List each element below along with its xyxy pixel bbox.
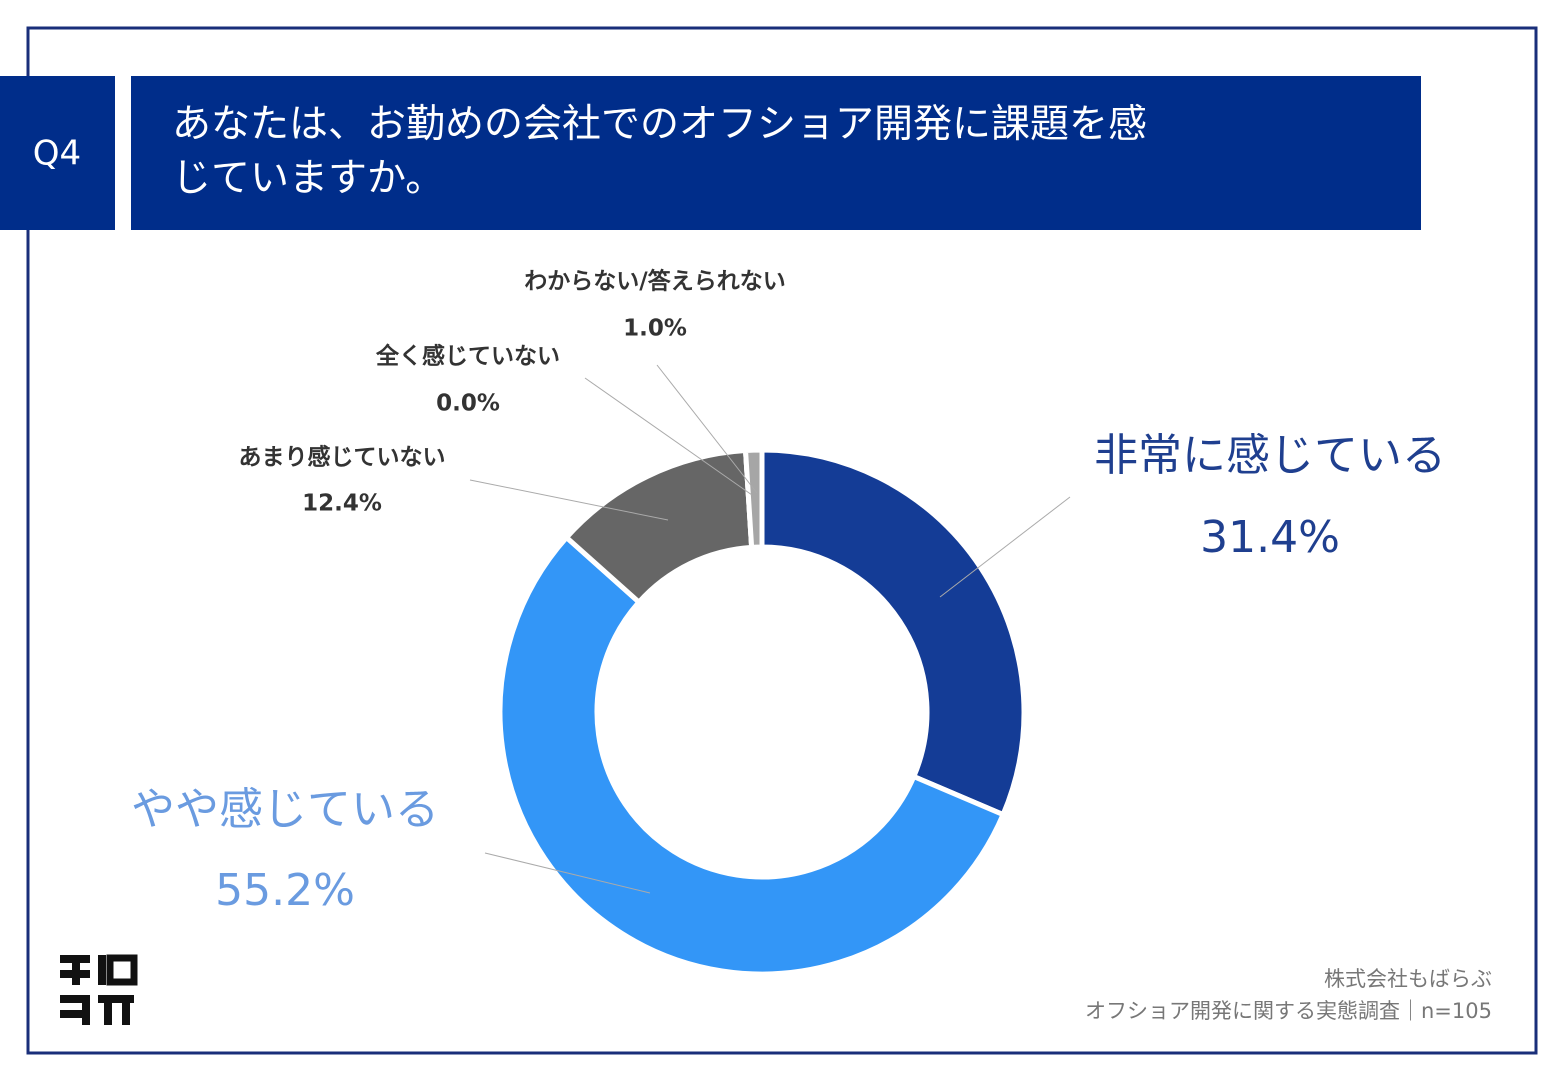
value-label: 0.0%	[436, 391, 500, 417]
value-label: 55.2%	[215, 865, 355, 916]
slice-label: 全く感じていない	[375, 343, 560, 370]
leader-line	[584, 377, 753, 496]
source-line: 株式会社もばらぶ	[1324, 967, 1492, 991]
slice-label: あまり感じていない	[239, 444, 446, 471]
donut-slice	[497, 533, 1007, 977]
chart-title: あなたは、お勤めの会社でのオフショア開発に課題を感じていますか。	[172, 102, 1148, 201]
title-wrap: あなたは、お勤めの会社でのオフショア開発に課題を感じていますか。	[172, 102, 1148, 201]
leader-line	[656, 364, 758, 494]
source-line: オフショア開発に関する実態調査｜n=105	[1085, 999, 1492, 1023]
leader-line	[484, 852, 651, 894]
logo	[60, 954, 138, 1025]
frame	[26, 26, 1538, 1055]
leader-line	[939, 496, 1071, 598]
title-box	[131, 76, 1421, 230]
badge: Q4	[33, 134, 81, 174]
slice-label: わからない/答えられない	[524, 268, 785, 295]
value-label: 31.4%	[1200, 512, 1340, 563]
badge-box	[0, 76, 115, 230]
value-label: 12.4%	[302, 491, 382, 517]
donut-slice	[742, 447, 765, 550]
leader-line	[469, 479, 669, 521]
value-label: 1.0%	[623, 316, 687, 342]
slice-label: やや感じている	[131, 784, 439, 835]
slice-label: 非常に感じている	[1094, 430, 1446, 481]
donut-slice	[759, 447, 1027, 818]
